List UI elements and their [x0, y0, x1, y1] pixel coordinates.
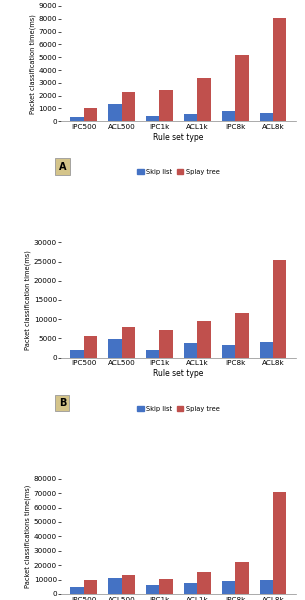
Bar [160, 579, 173, 594]
Legend: Skip list, Splay tree: Skip list, Splay tree [135, 167, 222, 178]
Bar [70, 350, 84, 358]
Bar [146, 350, 160, 358]
Bar [222, 111, 235, 121]
Bar [84, 109, 97, 121]
Bar [260, 580, 273, 594]
Bar [197, 321, 211, 358]
Bar [273, 260, 286, 358]
X-axis label: Rule set type: Rule set type [153, 133, 204, 142]
Bar [160, 90, 173, 121]
Y-axis label: Packet classifications time(ms): Packet classifications time(ms) [24, 485, 31, 588]
Bar [235, 313, 249, 358]
Y-axis label: Packet classification time(ms): Packet classification time(ms) [24, 250, 31, 350]
Bar [260, 113, 273, 121]
Bar [70, 587, 84, 594]
Bar [222, 345, 235, 358]
Bar [70, 118, 84, 121]
Bar [273, 18, 286, 121]
Bar [197, 572, 211, 594]
Bar [160, 329, 173, 358]
Y-axis label: Packet classification time(ms): Packet classification time(ms) [29, 14, 36, 113]
X-axis label: Rule set type: Rule set type [153, 369, 204, 378]
Text: A: A [59, 162, 66, 172]
Bar [122, 327, 135, 358]
Bar [273, 491, 286, 594]
Bar [122, 92, 135, 121]
Bar [108, 578, 122, 594]
Bar [184, 113, 197, 121]
Bar [146, 584, 160, 594]
Bar [235, 55, 249, 121]
Bar [197, 79, 211, 121]
Bar [222, 581, 235, 594]
Bar [122, 575, 135, 594]
Bar [260, 342, 273, 358]
Bar [108, 104, 122, 121]
Bar [84, 336, 97, 358]
Legend: Skip list, Splay tree: Skip list, Splay tree [135, 403, 222, 414]
Bar [108, 339, 122, 358]
Bar [235, 562, 249, 594]
Bar [146, 116, 160, 121]
Bar [84, 580, 97, 594]
Text: B: B [59, 398, 66, 408]
Bar [184, 343, 197, 358]
Bar [184, 583, 197, 594]
